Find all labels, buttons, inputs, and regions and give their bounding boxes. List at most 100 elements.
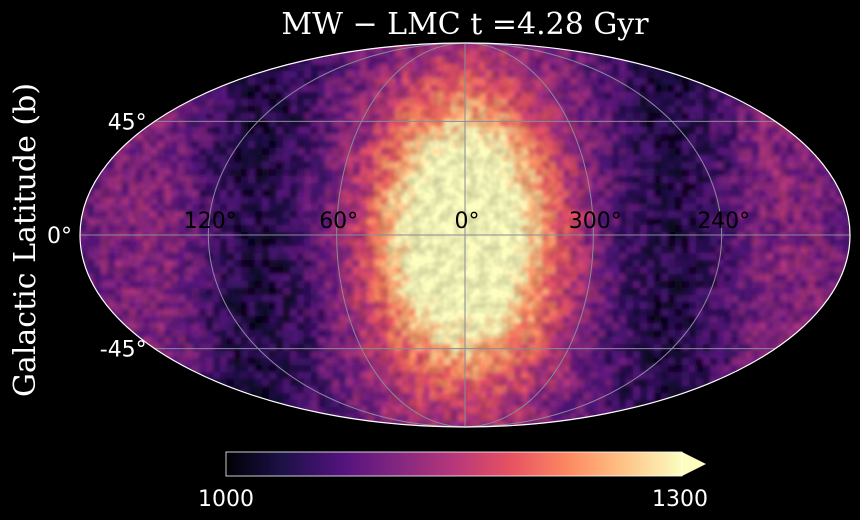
heat-cell [794, 127, 802, 135]
heat-cell [136, 50, 144, 58]
heat-cell [829, 155, 837, 163]
heat-cell [94, 71, 102, 79]
heat-cell [738, 85, 746, 93]
heat-cell [801, 71, 809, 79]
heat-cell [759, 85, 767, 93]
heat-cell [808, 71, 816, 79]
heat-cell [619, 50, 627, 58]
heat-cell [80, 134, 88, 142]
heat-cell [206, 71, 214, 79]
heat-cell [255, 64, 263, 72]
heat-cell [227, 64, 235, 72]
heat-cell [640, 50, 648, 58]
heat-cell [94, 162, 102, 170]
heat-cell [836, 344, 844, 352]
heat-cell [157, 92, 165, 100]
heat-cell [829, 57, 837, 65]
heat-cell [759, 78, 767, 86]
heat-cell [80, 127, 88, 135]
heat-cell [115, 50, 123, 58]
heat-cell [136, 43, 144, 51]
heat-cell [94, 127, 102, 135]
heat-cell [178, 57, 186, 65]
heat-cell [801, 50, 809, 58]
heat-cell [808, 344, 816, 352]
heat-cell [724, 71, 732, 79]
heat-cell [136, 99, 144, 107]
heat-cell [311, 43, 319, 51]
heat-cell [794, 120, 802, 128]
heat-cell [136, 64, 144, 72]
heat-cell [843, 337, 850, 345]
heat-cell [829, 302, 837, 310]
heat-cell [157, 50, 165, 58]
heat-cell [682, 50, 690, 58]
heat-cell [787, 71, 795, 79]
heat-cell [101, 309, 109, 317]
heat-cell [752, 43, 760, 51]
heat-cell [829, 64, 837, 72]
heat-cell [745, 57, 753, 65]
heat-cell [829, 85, 837, 93]
y-axis-label: Galactic Latitude (b) [8, 83, 43, 397]
heat-cell [290, 50, 298, 58]
heat-cell [80, 176, 88, 184]
heat-cell [836, 127, 844, 135]
heat-cell [101, 155, 109, 163]
heat-cell [773, 106, 781, 114]
heat-cell [262, 57, 270, 65]
heat-cell [108, 64, 116, 72]
heat-cell [101, 148, 109, 156]
heat-cell [836, 120, 844, 128]
heat-cell [94, 85, 102, 93]
heat-cell [808, 78, 816, 86]
heat-cell [87, 155, 95, 163]
heat-cell [136, 57, 144, 65]
heat-cell [801, 99, 809, 107]
heat-cell [178, 78, 186, 86]
heat-cell [738, 78, 746, 86]
heat-cell [843, 64, 850, 72]
heat-cell [178, 43, 186, 51]
heat-cell [94, 148, 102, 156]
heat-cell [101, 99, 109, 107]
heat-cell [843, 50, 850, 58]
heat-cell [255, 43, 263, 51]
heat-cell [94, 106, 102, 114]
heat-cell [822, 316, 830, 324]
heat-cell [164, 92, 172, 100]
heat-cell [836, 148, 844, 156]
heat-cell [843, 155, 850, 163]
heat-cell [738, 92, 746, 100]
heat-cell [213, 78, 221, 86]
heat-cell [87, 71, 95, 79]
heat-cell [178, 92, 186, 100]
heat-cell [157, 106, 165, 114]
heat-cell [80, 330, 88, 338]
heat-cell [801, 106, 809, 114]
heat-cell [829, 50, 837, 58]
heat-cell [227, 43, 235, 51]
heat-cell [80, 113, 88, 121]
heat-cell [136, 71, 144, 79]
heat-cell [227, 71, 235, 79]
heat-cell [822, 309, 830, 317]
heat-cell [717, 64, 725, 72]
heat-cell [829, 330, 837, 338]
heat-cell [836, 71, 844, 79]
heat-cell [80, 274, 88, 282]
heat-cell [836, 323, 844, 331]
heat-cell [87, 316, 95, 324]
heat-cell [703, 64, 711, 72]
heat-cell [570, 43, 578, 51]
heat-cell [171, 50, 179, 58]
heat-cell [836, 85, 844, 93]
heat-cell [150, 57, 158, 65]
heat-cell [234, 57, 242, 65]
heat-cell [738, 64, 746, 72]
heat-cell [206, 50, 214, 58]
heat-cell [164, 78, 172, 86]
heat-cell [815, 78, 823, 86]
heat-cell [682, 57, 690, 65]
